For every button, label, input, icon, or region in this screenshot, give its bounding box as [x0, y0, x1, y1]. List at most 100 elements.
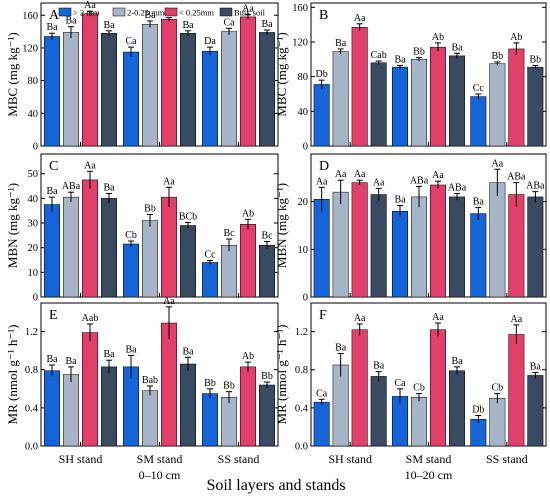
- bar: [101, 32, 117, 147]
- y-tick-label: 80: [298, 72, 309, 83]
- y-tick-label: 40: [28, 194, 39, 205]
- significance-label: Ba: [373, 361, 385, 372]
- bar: [508, 334, 525, 447]
- significance-label: Ab: [432, 32, 444, 43]
- bar: [101, 198, 117, 298]
- bar: [180, 363, 196, 447]
- y-tick-label: 120: [292, 38, 308, 49]
- y-tick-label: 160: [292, 3, 308, 14]
- bar: [142, 390, 158, 447]
- significance-label: Aa: [354, 13, 366, 24]
- x-category-label: SH stand: [328, 452, 372, 466]
- bar: [430, 184, 446, 298]
- significance-label: Ba: [65, 356, 77, 367]
- bar: [489, 398, 506, 447]
- bar: [259, 32, 275, 147]
- bar: [313, 84, 330, 147]
- bar: [82, 179, 98, 298]
- bar: [392, 210, 408, 298]
- significance-label: Ab: [510, 32, 522, 43]
- significance-label: Ab: [242, 208, 254, 219]
- bar: [240, 224, 256, 298]
- significance-label: Aa: [510, 314, 522, 325]
- bar: [240, 366, 256, 447]
- significance-label: Bb: [413, 47, 425, 58]
- bar: [430, 329, 446, 447]
- bar: [63, 196, 79, 298]
- panel-letter: A: [49, 8, 60, 23]
- bar: [527, 196, 544, 298]
- legend-swatch: [112, 7, 126, 17]
- panel-letter: D: [319, 159, 329, 174]
- legend-label: 2-0.25 mm: [127, 8, 165, 18]
- significance-label: Aa: [242, 3, 254, 14]
- significance-label: Ba: [530, 362, 542, 373]
- significance-label: Cb: [491, 383, 503, 394]
- y-tick-label: 1.2: [295, 327, 308, 338]
- bar: [221, 397, 237, 447]
- bar: [82, 13, 98, 147]
- significance-label: Ba: [473, 196, 485, 207]
- bar: [508, 48, 525, 147]
- bar: [411, 59, 427, 147]
- bar: [351, 27, 368, 147]
- bar: [101, 366, 117, 447]
- legend-label: Bulk soil: [234, 8, 266, 18]
- significance-label: Ba: [261, 19, 273, 30]
- y-tick-label: 80: [28, 76, 39, 87]
- bar: [527, 66, 544, 147]
- significance-label: Bb: [491, 51, 503, 62]
- significance-label: Bb: [223, 381, 235, 392]
- y-axis-label: MBN (mg kg⁻¹): [5, 183, 20, 268]
- y-tick-label: 10: [298, 245, 309, 256]
- significance-label: Aa: [373, 177, 385, 188]
- significance-label: Aa: [163, 296, 175, 307]
- y-tick-label: 0: [303, 293, 308, 304]
- legend-swatch: [58, 7, 72, 17]
- significance-label: Da: [204, 36, 216, 47]
- significance-label: Cb: [413, 383, 425, 394]
- figure-xlabel: Soil layers and stands: [206, 477, 345, 494]
- significance-label: Ba: [182, 20, 194, 31]
- significance-label: Aa: [354, 169, 366, 180]
- bar: [142, 220, 158, 298]
- significance-label: Ba: [144, 10, 156, 21]
- y-axis-label: MR (nmol g⁻¹ h⁻¹): [5, 325, 20, 425]
- y-tick-label: 0.0: [25, 442, 38, 453]
- y-tick-label: 1.2: [25, 327, 38, 338]
- significance-label: Aa: [432, 170, 444, 181]
- significance-label: Ca: [316, 388, 328, 399]
- bar: [259, 384, 275, 447]
- significance-label: Ca: [125, 36, 137, 47]
- bar: [180, 32, 196, 147]
- panel-letter: C: [49, 159, 58, 174]
- y-tick-label: 0.8: [25, 365, 38, 376]
- bar: [123, 243, 139, 298]
- bar: [351, 182, 368, 298]
- bar: [351, 329, 368, 447]
- x-category-label: SM stand: [137, 452, 183, 466]
- significance-label: BCb: [179, 212, 197, 223]
- bar: [161, 19, 177, 147]
- bar: [470, 96, 487, 147]
- panel-letter: B: [319, 8, 328, 23]
- y-tick-label: 40: [28, 109, 39, 120]
- bar: [449, 55, 465, 147]
- bar: [332, 51, 349, 147]
- bar: [370, 62, 387, 147]
- bar: [470, 419, 487, 447]
- x-category-label: SM stand: [406, 452, 452, 466]
- y-tick-label: 50: [28, 169, 39, 180]
- significance-label: Cab: [371, 50, 387, 61]
- bar: [370, 376, 387, 447]
- bar: [411, 397, 427, 447]
- bar: [142, 23, 158, 147]
- panel-B: B 0 40 80 120 160 MBC (mg kg⁻¹) Db Ba Aa Cab Ba Bb Ab…: [274, 2, 547, 153]
- significance-label: Ba: [46, 22, 58, 33]
- bar: [411, 196, 427, 298]
- significance-label: ABa: [526, 181, 545, 192]
- bar: [508, 194, 525, 298]
- significance-label: Ba: [65, 16, 77, 27]
